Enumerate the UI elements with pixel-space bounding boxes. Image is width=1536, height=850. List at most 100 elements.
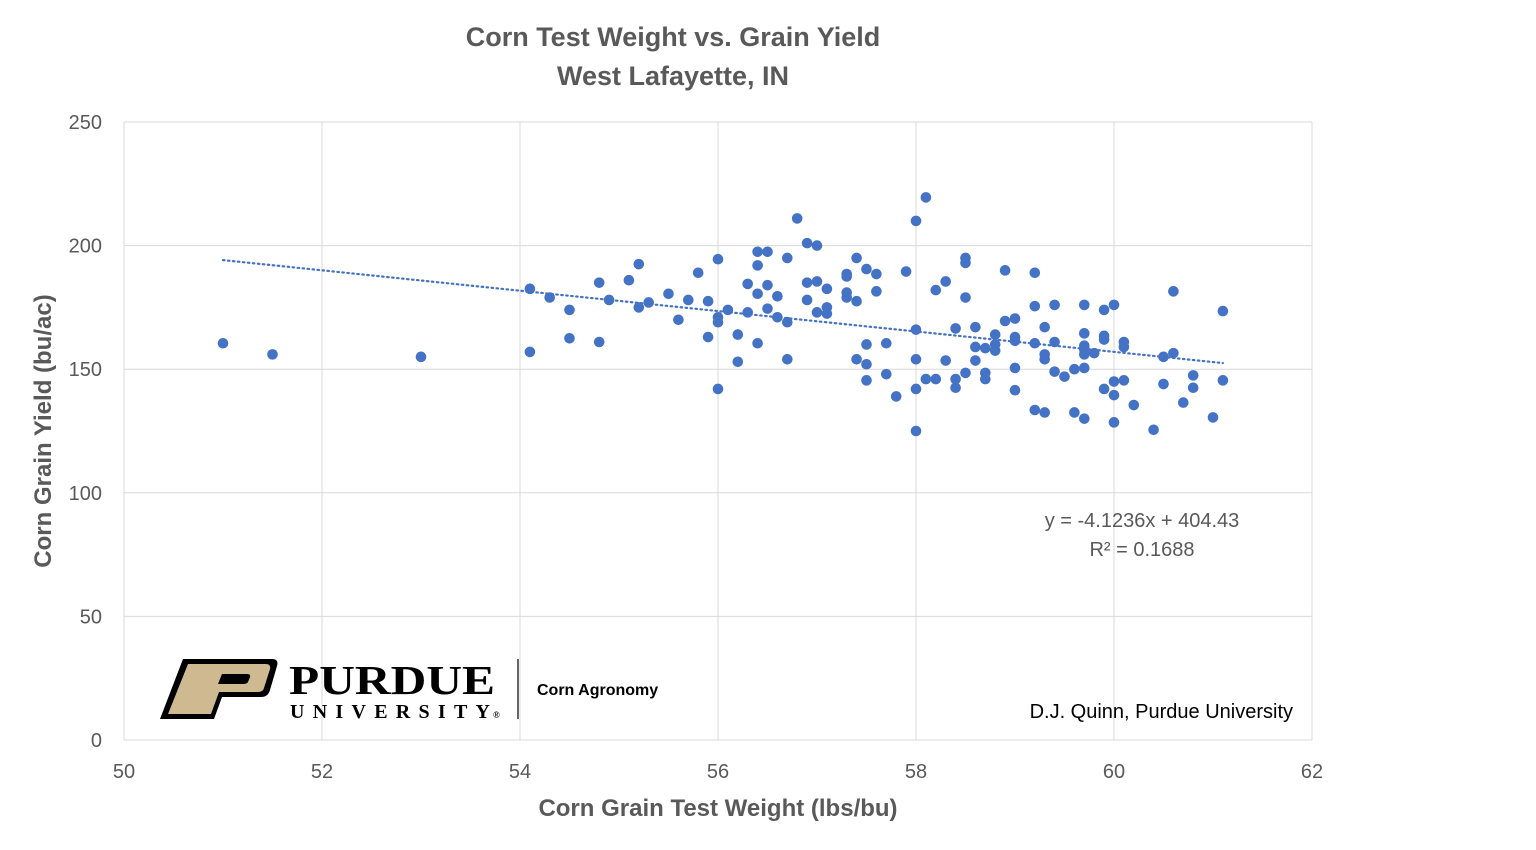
data-point bbox=[1049, 336, 1060, 348]
data-point bbox=[1009, 335, 1021, 347]
data-point bbox=[1079, 299, 1090, 311]
data-point bbox=[1207, 412, 1219, 423]
data-point bbox=[1029, 267, 1041, 279]
data-point bbox=[999, 265, 1011, 276]
data-point bbox=[881, 368, 892, 380]
data-point bbox=[712, 253, 724, 265]
data-point bbox=[1088, 347, 1100, 359]
data-point bbox=[1168, 347, 1179, 359]
data-point bbox=[1217, 305, 1229, 317]
x-tick-label: 56 bbox=[707, 761, 729, 783]
data-point bbox=[1118, 341, 1130, 353]
y-tick-label: 0 bbox=[91, 730, 102, 752]
data-point bbox=[762, 303, 773, 314]
data-point bbox=[1108, 389, 1120, 401]
purdue-p-motif-icon bbox=[160, 659, 278, 719]
data-point bbox=[1029, 300, 1041, 312]
data-point bbox=[1029, 337, 1041, 349]
data-points bbox=[217, 192, 1229, 437]
x-tick-label: 58 bbox=[905, 761, 927, 783]
data-point bbox=[742, 278, 753, 290]
data-point bbox=[950, 323, 961, 334]
author-credit: D.J. Quinn, Purdue University bbox=[1030, 701, 1293, 723]
data-point bbox=[524, 283, 536, 295]
data-point bbox=[791, 213, 803, 224]
data-point bbox=[900, 266, 912, 277]
x-tick-label: 54 bbox=[509, 761, 531, 783]
data-point bbox=[1069, 407, 1080, 418]
data-point bbox=[702, 295, 714, 307]
data-point bbox=[841, 292, 852, 303]
data-point bbox=[851, 252, 862, 264]
data-point bbox=[415, 351, 427, 363]
data-point bbox=[920, 192, 932, 203]
x-tick-labels: 50 52 54 56 58 60 62 bbox=[113, 761, 1323, 783]
y-tick-label: 50 bbox=[80, 606, 102, 628]
x-tick-label: 60 bbox=[1103, 761, 1125, 783]
registered-mark: ® bbox=[493, 710, 500, 720]
data-point bbox=[940, 355, 951, 366]
data-point bbox=[1009, 313, 1021, 324]
data-point bbox=[683, 294, 694, 306]
x-tick-label: 62 bbox=[1301, 761, 1323, 783]
data-point bbox=[930, 284, 942, 296]
data-point bbox=[593, 336, 605, 348]
data-point bbox=[752, 246, 763, 258]
data-point bbox=[564, 333, 575, 344]
data-point bbox=[1079, 362, 1090, 374]
data-point bbox=[841, 271, 852, 282]
y-tick-label: 200 bbox=[69, 236, 102, 258]
data-point bbox=[821, 283, 833, 295]
data-point bbox=[603, 294, 615, 306]
data-point bbox=[940, 276, 951, 287]
data-point bbox=[1217, 375, 1229, 386]
data-point bbox=[1187, 370, 1199, 381]
data-point bbox=[980, 373, 991, 385]
data-point bbox=[989, 345, 1001, 356]
purdue-wordmark: PURDUE bbox=[289, 657, 495, 703]
data-point bbox=[752, 337, 763, 349]
data-point bbox=[593, 277, 605, 288]
x-tick-label: 50 bbox=[113, 761, 135, 783]
data-point bbox=[910, 354, 922, 365]
data-point bbox=[811, 240, 823, 251]
data-point bbox=[1039, 407, 1050, 418]
y-axis-title: Corn Grain Yield (bu/ac) bbox=[30, 294, 57, 567]
data-point bbox=[989, 329, 1001, 340]
data-point bbox=[752, 260, 763, 271]
data-point bbox=[692, 267, 704, 279]
data-point bbox=[930, 373, 942, 385]
data-point bbox=[1039, 321, 1050, 333]
data-point bbox=[861, 339, 872, 350]
data-point bbox=[970, 341, 981, 353]
data-point bbox=[643, 297, 654, 308]
data-point bbox=[702, 331, 714, 343]
data-point bbox=[1029, 404, 1041, 416]
data-point bbox=[999, 315, 1011, 327]
data-point bbox=[267, 349, 278, 360]
gridlines bbox=[123, 121, 1313, 741]
data-point bbox=[910, 425, 922, 437]
data-point bbox=[1108, 299, 1120, 311]
data-point bbox=[732, 329, 744, 340]
data-point bbox=[950, 373, 961, 385]
data-point bbox=[1009, 384, 1021, 396]
data-point bbox=[673, 314, 684, 326]
data-point bbox=[960, 292, 971, 303]
data-point bbox=[1079, 328, 1090, 339]
data-point bbox=[564, 304, 575, 316]
data-point bbox=[970, 355, 981, 366]
data-point bbox=[910, 324, 922, 335]
data-point bbox=[1118, 375, 1130, 386]
y-tick-label: 250 bbox=[69, 112, 102, 134]
data-point bbox=[1059, 371, 1070, 382]
data-point bbox=[663, 288, 674, 300]
data-point bbox=[861, 358, 872, 370]
chart-subtitle: West Lafayette, IN bbox=[557, 61, 789, 91]
data-point bbox=[1168, 286, 1179, 297]
data-point bbox=[732, 356, 744, 368]
data-point bbox=[871, 268, 882, 280]
data-point bbox=[782, 354, 793, 365]
data-point bbox=[1108, 417, 1120, 428]
